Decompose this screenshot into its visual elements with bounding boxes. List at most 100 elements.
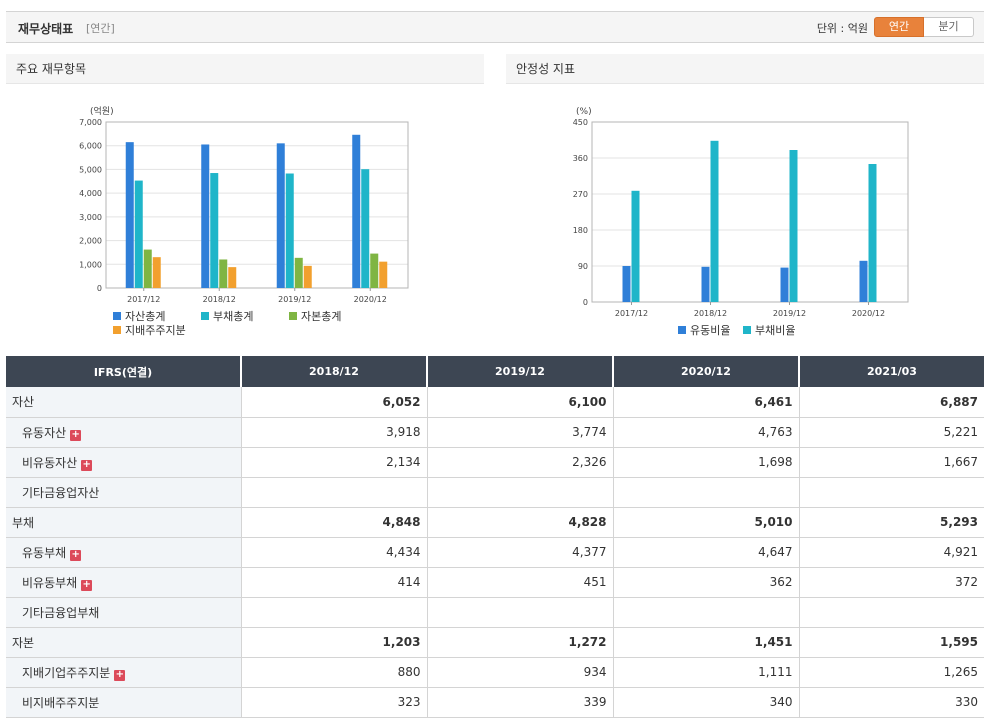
y-unit-label: (%) bbox=[576, 107, 592, 117]
bar bbox=[134, 180, 143, 288]
row-label-cell: 비유동부채 + bbox=[6, 567, 242, 598]
expand-plus-icon[interactable]: + bbox=[81, 578, 93, 591]
table-row: 자본 1,203 1,272 1,451 1,595 bbox=[6, 627, 984, 658]
value-cell: 1,203 bbox=[241, 627, 428, 658]
bar bbox=[228, 267, 237, 288]
value-cell: 5,293 bbox=[799, 507, 984, 538]
row-label-cell: 비지배주주지분 bbox=[6, 687, 242, 718]
row-label: 지배기업주주지분 bbox=[22, 665, 111, 680]
x-tick-label: 2019/12 bbox=[278, 295, 311, 304]
bar bbox=[710, 140, 719, 302]
row-label-cell: 기타금융업부채 bbox=[6, 597, 242, 628]
value-cell: 4,763 bbox=[613, 417, 800, 448]
value-cell bbox=[799, 477, 984, 508]
legend-label: 지배주주지분 bbox=[125, 324, 186, 337]
value-cell: 3,774 bbox=[427, 417, 614, 448]
value-cell: 4,828 bbox=[427, 507, 614, 538]
table-row: 지배기업주주지분 +880 934 1,111 1,265 bbox=[6, 657, 984, 688]
legend-label: 자본총계 bbox=[301, 310, 341, 323]
value-cell: 414 bbox=[241, 567, 428, 598]
value-cell: 1,451 bbox=[613, 627, 800, 658]
row-label: 비지배주주지분 bbox=[22, 695, 100, 710]
legend-label: 부채총계 bbox=[213, 310, 253, 323]
value-cell: 339 bbox=[427, 687, 614, 718]
period-type-label: [연간] bbox=[86, 22, 115, 35]
value-cell: 4,848 bbox=[241, 507, 428, 538]
y-unit-label: (억원) bbox=[90, 105, 114, 117]
table-row: 비유동자산 +2,134 2,326 1,698 1,667 bbox=[6, 447, 984, 478]
value-cell: 1,698 bbox=[613, 447, 800, 478]
value-cell: 1,595 bbox=[799, 627, 984, 658]
value-cell: 4,434 bbox=[241, 537, 428, 568]
value-cell: 1,111 bbox=[613, 657, 800, 688]
legend-swatch bbox=[743, 326, 751, 334]
value-cell: 880 bbox=[241, 657, 428, 688]
table-row: 유동자산 +3,918 3,774 4,763 5,221 bbox=[6, 417, 984, 448]
x-tick-label: 2018/12 bbox=[694, 309, 727, 318]
value-cell bbox=[799, 597, 984, 628]
value-cell: 2,326 bbox=[427, 447, 614, 478]
row-label-cell: 유동부채 + bbox=[6, 537, 242, 568]
bar bbox=[370, 253, 379, 288]
value-cell: 6,052 bbox=[241, 387, 428, 418]
table-row: 비유동부채 +414 451 362 372 bbox=[6, 567, 984, 598]
period-toggle: 연간 분기 bbox=[874, 17, 974, 37]
stability-panel: 안정성 지표 0 90 180 270 360 450 (%) 2017/12 2018/12 2… bbox=[506, 54, 984, 354]
bar bbox=[125, 142, 134, 288]
value-cell: 372 bbox=[799, 567, 984, 598]
column-header: 2018/12 bbox=[241, 356, 428, 387]
row-label-cell: 자본 bbox=[6, 627, 242, 658]
y-tick-label: 360 bbox=[573, 154, 588, 163]
legend-swatch bbox=[113, 312, 121, 320]
value-cell: 934 bbox=[427, 657, 614, 688]
quarter-button[interactable]: 분기 bbox=[924, 17, 974, 37]
y-tick-label: 0 bbox=[583, 298, 588, 307]
table-row: 자산 6,052 6,100 6,461 6,887 bbox=[6, 387, 984, 418]
expand-plus-icon[interactable]: + bbox=[114, 668, 126, 681]
y-tick-label: 7,000 bbox=[79, 118, 102, 127]
row-label: 부채 bbox=[12, 515, 35, 530]
row-label-cell: 비유동자산 + bbox=[6, 447, 242, 478]
row-label-cell: 지배기업주주지분 + bbox=[6, 657, 242, 688]
expand-plus-icon[interactable]: + bbox=[81, 458, 93, 471]
table-row: 부채 4,848 4,828 5,010 5,293 bbox=[6, 507, 984, 538]
bar bbox=[219, 259, 228, 288]
value-cell bbox=[427, 477, 614, 508]
value-cell: 5,010 bbox=[613, 507, 800, 538]
value-cell: 4,921 bbox=[799, 537, 984, 568]
y-tick-label: 270 bbox=[573, 190, 588, 199]
y-tick-label: 6,000 bbox=[79, 142, 102, 151]
value-cell: 4,647 bbox=[613, 537, 800, 568]
column-header: IFRS(연결) bbox=[6, 356, 242, 387]
x-tick-label: 2020/12 bbox=[852, 309, 885, 318]
y-tick-label: 3,000 bbox=[79, 213, 102, 222]
row-label-cell: 자산 bbox=[6, 387, 242, 418]
row-label: 비유동자산 bbox=[22, 455, 78, 470]
y-tick-label: 5,000 bbox=[79, 165, 102, 174]
expand-plus-icon[interactable]: + bbox=[70, 548, 82, 561]
row-label: 자본 bbox=[12, 635, 35, 650]
value-cell: 4,377 bbox=[427, 537, 614, 568]
legend-swatch bbox=[289, 312, 297, 320]
annual-button[interactable]: 연간 bbox=[874, 17, 924, 37]
value-cell bbox=[427, 597, 614, 628]
value-cell: 1,667 bbox=[799, 447, 984, 478]
value-cell: 340 bbox=[613, 687, 800, 718]
value-cell: 6,887 bbox=[799, 387, 984, 418]
table-row: 기타금융업자산 bbox=[6, 477, 984, 508]
stability-chart: 0 90 180 270 360 450(%) 2017/12 2018/12 2019/12 2… bbox=[573, 107, 909, 337]
page-title: 재무상태표 bbox=[18, 22, 74, 36]
value-cell: 1,265 bbox=[799, 657, 984, 688]
value-cell: 330 bbox=[799, 687, 984, 718]
row-label: 자산 bbox=[12, 395, 35, 410]
y-tick-label: 90 bbox=[578, 262, 588, 271]
expand-plus-icon[interactable]: + bbox=[70, 428, 82, 441]
table-row: 기타금융업부채 bbox=[6, 597, 984, 628]
bar bbox=[789, 150, 798, 302]
column-header: 2020/12 bbox=[613, 356, 800, 387]
bar bbox=[868, 164, 877, 302]
value-cell: 3,918 bbox=[241, 417, 428, 448]
legend-label: 자산총계 bbox=[125, 310, 165, 323]
bar bbox=[361, 169, 370, 288]
legend-swatch bbox=[113, 326, 121, 334]
